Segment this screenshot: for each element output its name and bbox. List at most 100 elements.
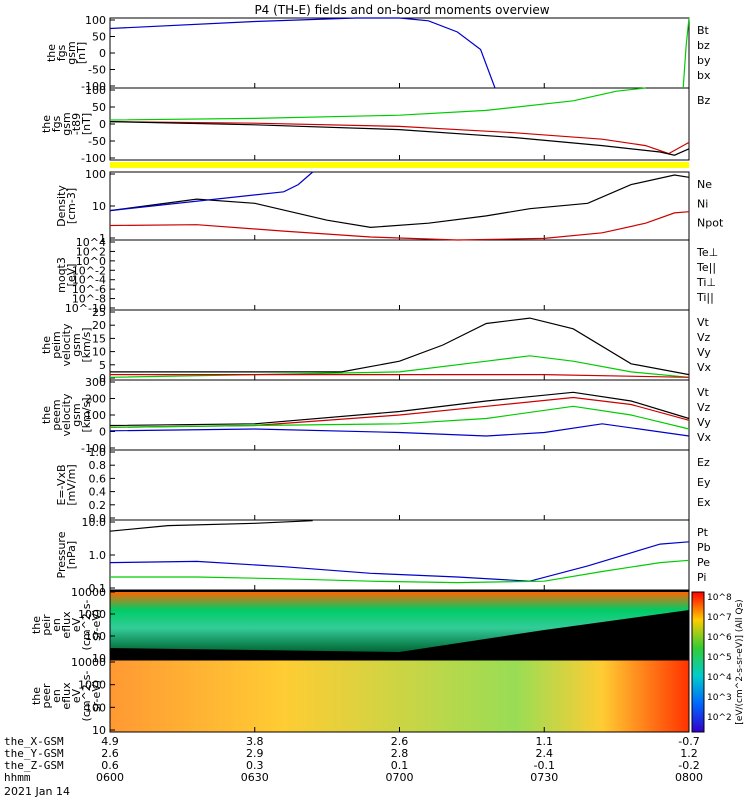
y-axis-label-line: the	[30, 616, 43, 634]
y-axis-label: Density[cm-3]	[55, 185, 78, 227]
legend-Bt: Bt	[697, 24, 710, 37]
y-tick-label: 100	[85, 630, 106, 643]
y-axis-label-line: peer	[40, 683, 53, 709]
legend-bx: bx	[697, 69, 711, 82]
legend-bz: bz	[697, 39, 710, 52]
legend-Vy: Vy	[697, 416, 711, 429]
plot-title: P4 (TH-E) fields and on-board moments ov…	[254, 3, 549, 17]
y-tick-label: 10^4	[76, 236, 106, 249]
y-tick-label: 10	[92, 200, 106, 213]
y-tick-label: 100	[85, 84, 106, 97]
legend-Ni: Ni	[697, 197, 708, 210]
panel-frame	[109, 449, 690, 521]
y-tick-label: 200	[85, 393, 106, 406]
y-tick-label: 100	[85, 14, 106, 27]
y-tick-label: 10^0	[76, 255, 106, 268]
y-tick-label: 100	[85, 168, 106, 181]
colorbar-tick: 10^7	[707, 613, 732, 623]
y-tick-label: 0.4	[89, 486, 107, 499]
series-fgs-bx	[109, 17, 496, 89]
y-tick-label: -100	[81, 442, 106, 455]
series-pressure-Pe	[110, 559, 690, 584]
legend-by: by	[697, 54, 711, 67]
panel-efield: 1.00.80.60.40.20.0 E=-VxB[mV/m] Ez Ey Ex	[55, 446, 711, 525]
series-density-Npot	[109, 171, 314, 212]
x-row-value: 0600	[96, 771, 124, 784]
y-axis-label-line: [nPa]	[65, 541, 78, 569]
x-row-value: -0.1	[534, 759, 555, 772]
x-row-value: 0700	[386, 771, 414, 784]
y-axis-label-line: eV	[70, 617, 83, 632]
x-row-value: 3.8	[246, 735, 264, 748]
panel-fgs: 100 50 0 -50 -100 thefgsgsm[nT] Bt bz by bx	[45, 14, 711, 93]
y-tick-label: 0	[99, 372, 106, 385]
y-axis-label-line: E=-VxB	[55, 464, 68, 505]
colorbar-label: [eV/(cm^2-s-sr-eV)] (All Qs)	[735, 599, 745, 724]
legend-Vz: Vz	[697, 401, 711, 414]
y-tick-label: 100	[85, 409, 106, 422]
y-tick-label: 10^-10	[65, 302, 106, 315]
legend-Vt: Vt	[697, 386, 710, 399]
series-peem-vel-Vt	[109, 391, 690, 427]
y-axis-label: thefgsgsm[nT]	[45, 41, 88, 64]
y-axis-label-line: eV	[70, 688, 83, 703]
y-axis-label-line: the	[40, 115, 53, 133]
colorbar-tick: 10^5	[707, 653, 732, 663]
spectrogram-flux	[110, 592, 689, 652]
legend-Bz: Bz	[697, 94, 711, 107]
y-axis-label-line: [cm-3]	[65, 188, 78, 224]
y-axis-label: Pressure[nPa]	[55, 531, 78, 578]
y-tick-label: 0.1	[89, 582, 107, 595]
y-tick-label: 10	[92, 652, 106, 665]
series-fgs-by	[682, 17, 690, 89]
series-fgs-dip-Bz	[109, 121, 690, 155]
y-axis-label: thepeimvelocitygsm[km/s]	[40, 323, 93, 366]
x-row-label: hhmm	[4, 771, 31, 784]
colorbar-tick: 10^2	[707, 713, 732, 723]
y-axis-label-line: [mV/m]	[65, 464, 78, 505]
y-tick-label: 10	[92, 346, 106, 359]
y-axis-label-line: the	[45, 44, 58, 62]
colorbar-tick: 10^3	[707, 693, 732, 703]
x-row-label: the_Z-GSM	[4, 759, 64, 772]
y-tick-label: 25	[92, 306, 106, 319]
x-row-value: 0.1	[391, 759, 409, 772]
y-axis-label-line: peim	[50, 331, 63, 359]
spectrogram-flux	[110, 660, 689, 732]
y-tick-label: 300	[85, 376, 106, 389]
panel-frame	[109, 171, 690, 241]
panel-peem-vel: 300 200 100 0 -100 thepeemvelocitygsm[km/s] Vt…	[40, 376, 712, 455]
y-axis-label: thefgsgsm-t89[nT]	[40, 112, 93, 135]
y-axis-label: thepeerenefluxeV(cm^2-s-sr-eV)	[30, 671, 103, 722]
y-axis-label-line: en	[50, 689, 63, 703]
x-row-value: 2.8	[391, 747, 409, 760]
y-tick-label: 1000	[78, 608, 106, 621]
legend-Ne: Ne	[697, 178, 712, 191]
y-tick-label: 1	[99, 232, 106, 245]
y-tick-label: 0.8	[89, 459, 107, 472]
y-axis-label-line: Pressure	[55, 531, 68, 578]
y-axis-label-line: fgs	[55, 44, 68, 61]
y-axis-label-line: fgs	[50, 115, 63, 132]
series-pressure-Pt	[109, 520, 313, 532]
y-axis-label-line: Density	[55, 185, 68, 227]
panel-pressure: 10.0 1.0 0.1 Pressure[nPa] Pt Pb Pe Pi	[55, 516, 711, 595]
y-tick-label: 0	[99, 118, 106, 131]
y-tick-label: 15	[92, 332, 106, 345]
y-tick-label: 5	[99, 359, 106, 372]
legend-Ey: Ey	[697, 476, 711, 489]
y-axis-label-line: velocity	[60, 393, 73, 436]
y-axis-label-line: gsm	[70, 333, 83, 356]
y-tick-label: 50	[92, 31, 106, 44]
legend-Ex: Ex	[697, 496, 711, 509]
x-row-value: -0.7	[678, 735, 699, 748]
y-axis-label-line: eflux	[60, 682, 73, 710]
y-tick-label: 10^-6	[72, 283, 106, 296]
series-fgs-dip-green	[109, 87, 646, 121]
legend-Ti⊥: Ti⊥	[696, 276, 716, 289]
colorbar-tick: 10^6	[707, 633, 732, 643]
y-tick-label: -100	[81, 152, 106, 165]
legend-Pi: Pi	[697, 571, 706, 584]
y-tick-label: 10^-8	[72, 293, 106, 306]
